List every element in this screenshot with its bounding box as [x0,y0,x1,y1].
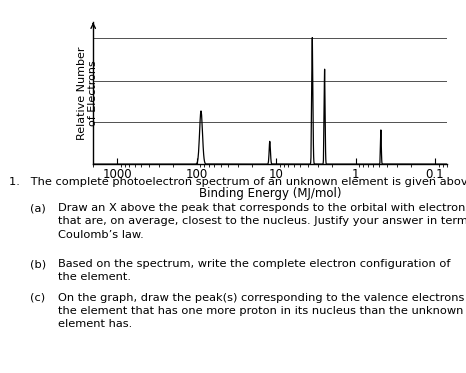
Text: (c): (c) [30,293,45,303]
Text: Based on the spectrum, write the complete electron configuration of
the element.: Based on the spectrum, write the complet… [58,259,451,282]
Text: (a): (a) [30,203,46,213]
Text: Draw an X above the peak that corresponds to the orbital with electrons
that are: Draw an X above the peak that correspond… [58,203,466,240]
Text: 1.   The complete photoelectron spectrum of an unknown element is given above.: 1. The complete photoelectron spectrum o… [9,177,466,187]
Text: (b): (b) [30,259,47,269]
X-axis label: Binding Energy (MJ/mol): Binding Energy (MJ/mol) [199,187,342,200]
Y-axis label: Relative Number
of Electrons: Relative Number of Electrons [77,47,98,140]
Text: On the graph, draw the peak(s) corresponding to the valence electrons of
the ele: On the graph, draw the peak(s) correspon… [58,293,466,329]
